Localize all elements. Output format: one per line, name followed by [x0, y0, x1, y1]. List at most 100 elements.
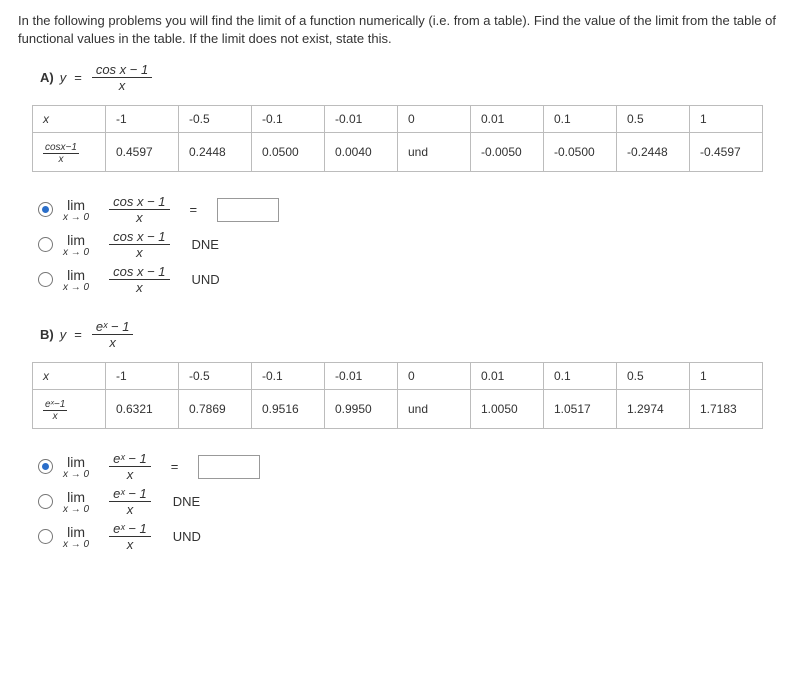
answer-input[interactable] [217, 198, 279, 222]
choice-den: x [123, 467, 138, 482]
table-cell: und [398, 390, 471, 429]
radio-icon[interactable] [38, 237, 53, 252]
lim-sub: x → 0 [63, 504, 89, 515]
equals-sign: = [190, 202, 198, 217]
table-cell: 0.9950 [325, 390, 398, 429]
und-label: UND [192, 272, 220, 287]
equals-sign: = [74, 327, 82, 342]
table-cell: -0.0500 [544, 133, 617, 172]
y-header-num: cosx−1 [43, 142, 79, 154]
table-cell: 0.01 [471, 363, 544, 390]
table-row: eˣ−1 x 0.6321 0.7869 0.9516 0.9950 und 1… [33, 390, 763, 429]
table-cell: 0.9516 [252, 390, 325, 429]
lim-sub: x → 0 [63, 212, 89, 223]
lim-sub: x → 0 [63, 247, 89, 258]
choice-den: x [123, 502, 138, 517]
table-cell: 0.6321 [106, 390, 179, 429]
lim-sub: x → 0 [63, 282, 89, 293]
equals-sign: = [74, 70, 82, 85]
choice-num: eˣ − 1 [109, 486, 151, 502]
x-header: x [33, 106, 106, 133]
y-header-den: x [56, 154, 65, 165]
lim-text: lim [67, 489, 85, 505]
lim-label: lim x → 0 [63, 524, 89, 550]
choice-b-dne[interactable]: lim x → 0 eˣ − 1 x DNE [38, 486, 794, 517]
table-cell: -0.0050 [471, 133, 544, 172]
y-header: cosx−1 x [33, 133, 106, 172]
lim-text: lim [67, 524, 85, 540]
part-a-label: A) [40, 70, 54, 85]
part-b-fraction: eˣ − 1 x [92, 319, 134, 350]
table-cell: 0.4597 [106, 133, 179, 172]
table-row: cosx−1 x 0.4597 0.2448 0.0500 0.0040 und… [33, 133, 763, 172]
choice-a-und[interactable]: lim x → 0 cos x − 1 x UND [38, 264, 794, 295]
part-b-denominator: x [105, 335, 120, 350]
choice-b-und[interactable]: lim x → 0 eˣ − 1 x UND [38, 521, 794, 552]
lim-label: lim x → 0 [63, 232, 89, 258]
part-a-denominator: x [115, 78, 130, 93]
table-cell: 0.1 [544, 106, 617, 133]
choice-den: x [132, 245, 147, 260]
radio-icon[interactable] [38, 202, 53, 217]
lim-text: lim [67, 267, 85, 283]
table-cell: -1 [106, 106, 179, 133]
choice-a-dne[interactable]: lim x → 0 cos x − 1 x DNE [38, 229, 794, 260]
lim-label: lim x → 0 [63, 489, 89, 515]
table-row: x -1 -0.5 -0.1 -0.01 0 0.01 0.1 0.5 1 [33, 363, 763, 390]
choice-b-equals[interactable]: lim x → 0 eˣ − 1 x = [38, 451, 794, 482]
part-a-choices: lim x → 0 cos x − 1 x = lim x → 0 cos x … [38, 194, 794, 295]
choice-num: eˣ − 1 [109, 521, 151, 537]
lim-text: lim [67, 197, 85, 213]
table-cell: 0.2448 [179, 133, 252, 172]
choice-fraction: eˣ − 1 x [109, 521, 151, 552]
x-header: x [33, 363, 106, 390]
choice-num: cos x − 1 [109, 264, 169, 280]
table-cell: 0.01 [471, 106, 544, 133]
table-cell: 0.0500 [252, 133, 325, 172]
instructions: In the following problems you will find … [18, 12, 794, 48]
equals-sign: = [171, 459, 179, 474]
part-b-label: B) [40, 327, 54, 342]
part-b-lhs: y [60, 327, 67, 342]
lim-label: lim x → 0 [63, 454, 89, 480]
table-cell: -0.1 [252, 106, 325, 133]
table-cell: 1 [690, 363, 763, 390]
table-cell: -0.5 [179, 106, 252, 133]
choice-den: x [123, 537, 138, 552]
choice-fraction: eˣ − 1 x [109, 486, 151, 517]
table-cell: 0 [398, 106, 471, 133]
table-cell: 1 [690, 106, 763, 133]
table-cell: -0.2448 [617, 133, 690, 172]
lim-text: lim [67, 232, 85, 248]
choice-num: cos x − 1 [109, 229, 169, 245]
y-header-num: eˣ−1 [43, 399, 67, 411]
table-cell: 0 [398, 363, 471, 390]
radio-icon[interactable] [38, 459, 53, 474]
radio-icon[interactable] [38, 494, 53, 509]
table-cell: 0.1 [544, 363, 617, 390]
lim-sub: x → 0 [63, 539, 89, 550]
lim-sub: x → 0 [63, 469, 89, 480]
table-cell: 0.5 [617, 363, 690, 390]
choice-fraction: eˣ − 1 x [109, 451, 151, 482]
table-cell: 1.0517 [544, 390, 617, 429]
part-b-numerator: eˣ − 1 [92, 319, 134, 335]
table-cell: 1.2974 [617, 390, 690, 429]
answer-input[interactable] [198, 455, 260, 479]
y-header-den: x [51, 411, 60, 422]
choice-fraction: cos x − 1 x [109, 194, 169, 225]
y-header: eˣ−1 x [33, 390, 106, 429]
radio-icon[interactable] [38, 272, 53, 287]
part-a-lhs: y [60, 70, 67, 85]
dne-label: DNE [173, 494, 200, 509]
choice-num: cos x − 1 [109, 194, 169, 210]
radio-icon[interactable] [38, 529, 53, 544]
und-label: UND [173, 529, 201, 544]
dne-label: DNE [192, 237, 219, 252]
choice-a-equals[interactable]: lim x → 0 cos x − 1 x = [38, 194, 794, 225]
table-cell: 0.5 [617, 106, 690, 133]
part-a-fraction: cos x − 1 x [92, 62, 152, 93]
choice-fraction: cos x − 1 x [109, 229, 169, 260]
table-cell: 1.0050 [471, 390, 544, 429]
table-cell: -0.1 [252, 363, 325, 390]
